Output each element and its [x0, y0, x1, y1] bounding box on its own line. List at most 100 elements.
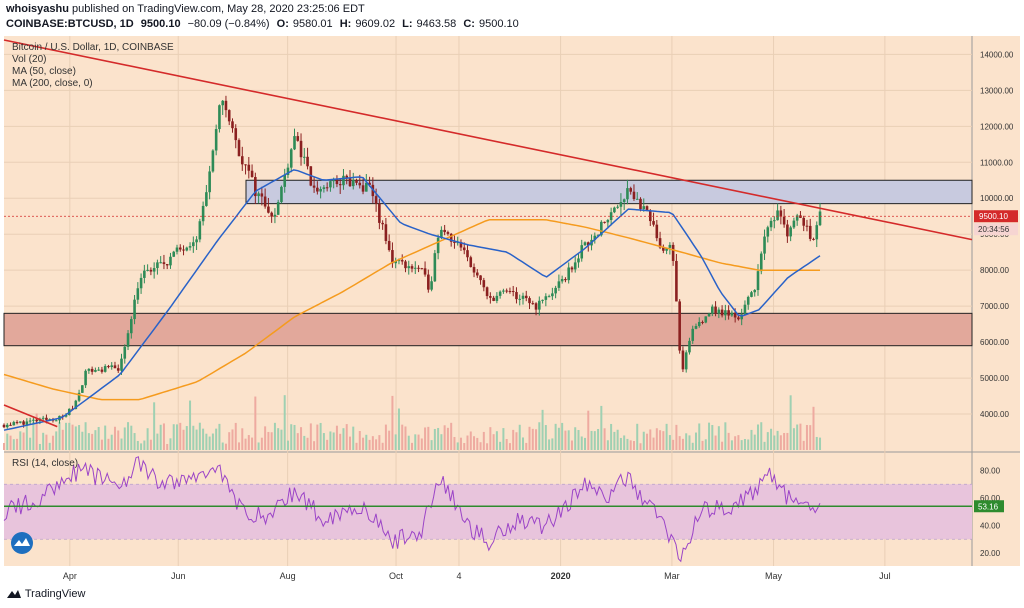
volume-bar [551, 438, 554, 450]
candle-body [90, 368, 94, 372]
candle-body [188, 246, 192, 248]
volume-bar [443, 425, 446, 450]
volume-bar [456, 442, 459, 450]
candle-body [586, 242, 590, 246]
candle-body [198, 221, 202, 240]
candle-body [413, 267, 417, 269]
candle-body [293, 136, 296, 150]
candle-body [15, 422, 19, 424]
resistance-zone [245, 179, 973, 205]
volume-bar [143, 440, 146, 450]
candle-body [655, 224, 659, 239]
candle-body [446, 232, 450, 234]
volume-bar [329, 431, 332, 450]
candle-body [629, 188, 633, 192]
volume-bar [708, 422, 711, 450]
volume-bar [763, 441, 766, 450]
volume-bar [87, 433, 90, 450]
candle-body [205, 192, 208, 206]
support-zone [3, 312, 973, 347]
volume-bar [424, 427, 427, 450]
volume-bar [802, 440, 805, 450]
candle-body [260, 193, 264, 197]
volume-bar [796, 424, 799, 450]
volume-bar [486, 443, 489, 450]
candle-body [750, 292, 753, 297]
rsi-tick-label: 60.00 [980, 494, 1001, 503]
rsi-tick-label: 20.00 [980, 549, 1001, 558]
volume-bar [466, 435, 469, 450]
volume-bar [326, 439, 329, 450]
volume-bar [521, 437, 524, 450]
volume-bar [195, 429, 198, 450]
candle-body [218, 105, 221, 130]
volume-bar [368, 439, 371, 450]
candle-body [299, 140, 303, 158]
volume-bar [94, 430, 97, 450]
volume-bar [244, 438, 247, 450]
chart-canvas[interactable]: Apr Jun Aug Oct 4 2020 Mar May Jul 4000.00 5000.00… [0, 34, 1024, 588]
candle-body [564, 279, 567, 281]
candle-body [270, 212, 273, 217]
volume-bar [107, 438, 110, 450]
y-tick-label: 10000.00 [980, 194, 1014, 203]
candle-body [273, 214, 277, 217]
candle-body [518, 298, 522, 300]
candle-body [515, 292, 518, 300]
volume-bar [743, 438, 746, 450]
volume-bar [567, 430, 570, 450]
close-value: 9500.10 [478, 18, 519, 30]
legend-title: Bitcoin / U.S. Dollar, 1D, COINBASE [12, 42, 174, 53]
volume-bar [459, 437, 462, 450]
candle-body [329, 181, 332, 188]
candle-body [254, 176, 257, 197]
candle-body [541, 299, 544, 301]
candle-body [560, 279, 564, 282]
candle-body [642, 206, 646, 210]
price-axis-bg [972, 36, 1020, 566]
volume-bar [437, 427, 440, 450]
volume-bar [153, 402, 156, 450]
candle-body [707, 313, 711, 317]
candle-body [107, 366, 110, 368]
x-tick-label: Aug [280, 571, 296, 581]
trendline [3, 39, 973, 241]
footer-brand[interactable]: TradingView [24, 588, 86, 600]
tv-logo-badge[interactable] [11, 532, 33, 554]
rsi-value-bg [974, 500, 1004, 513]
candle-body [724, 310, 727, 316]
candle-body [136, 288, 140, 300]
volume-bar [411, 442, 414, 450]
candle-body [743, 304, 747, 315]
candle-body [449, 233, 453, 242]
author[interactable]: whoisyashu [6, 3, 69, 15]
candle-body [436, 237, 440, 254]
volume-bar [6, 433, 9, 450]
volume-bar [384, 424, 387, 450]
footer: TradingView [6, 588, 85, 600]
trendline-small [3, 404, 58, 428]
candle-body [740, 314, 743, 320]
candle-body [570, 267, 574, 270]
volume-bar [655, 428, 658, 450]
rsi-tick-label: 40.00 [980, 522, 1001, 531]
volume-bar [175, 424, 178, 450]
candle-body [567, 267, 570, 281]
candle-body [325, 187, 329, 189]
volume-bar [776, 430, 779, 450]
candle-body [730, 312, 734, 316]
volume-bar [371, 436, 374, 450]
volume-bar [3, 443, 5, 450]
volume-bar [704, 439, 707, 450]
candle-body [717, 309, 721, 314]
candle-body [544, 296, 548, 300]
volume-bar [770, 428, 773, 450]
candle-body [22, 421, 25, 425]
volume-bar [734, 436, 737, 450]
volume-bar [22, 432, 25, 450]
candle-body [175, 247, 179, 252]
volume-bar [166, 443, 169, 450]
ma200-line [3, 219, 820, 401]
ma50-line [3, 169, 821, 431]
candle-body [779, 210, 783, 217]
